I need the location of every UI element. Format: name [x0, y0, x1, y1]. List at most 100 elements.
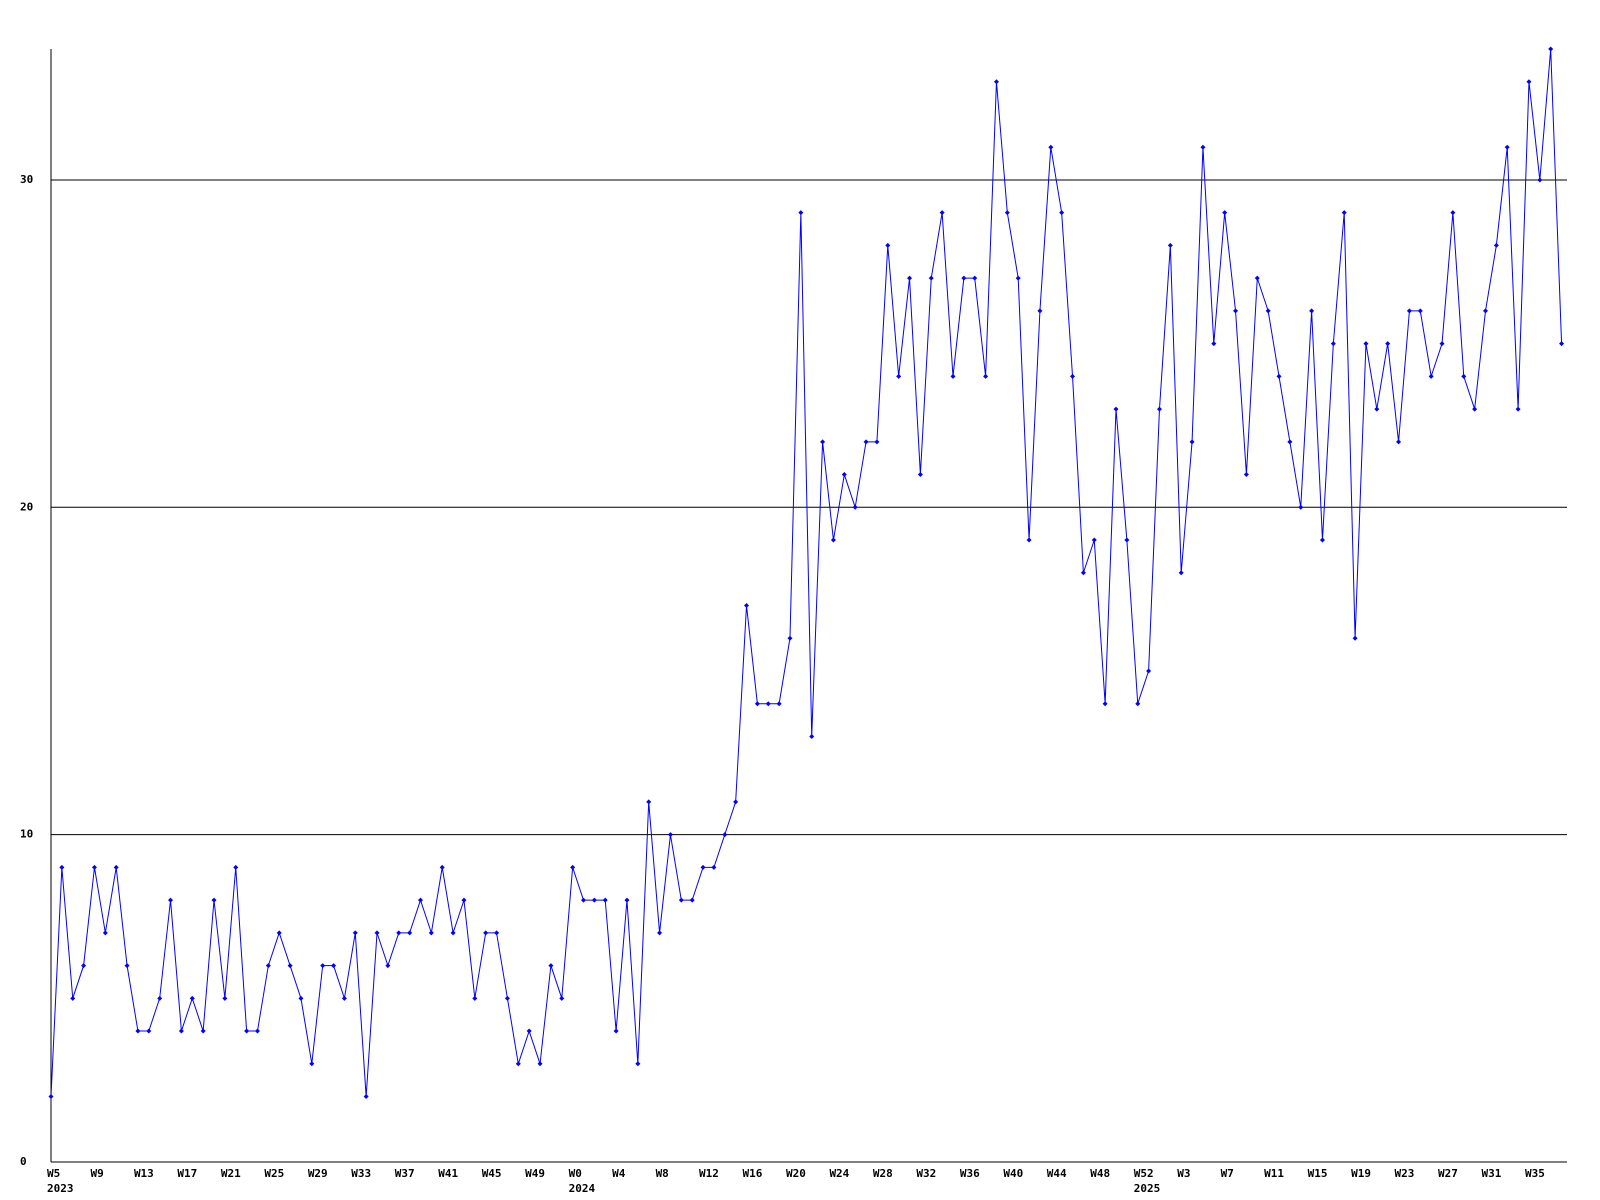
- data-point: [1135, 701, 1141, 707]
- data-point: [341, 995, 347, 1001]
- data-point: [461, 897, 467, 903]
- data-point: [352, 930, 358, 936]
- data-point: [1417, 308, 1423, 314]
- data-point: [624, 897, 630, 903]
- data-point: [124, 963, 130, 969]
- data-point: [722, 832, 728, 838]
- data-point: [428, 930, 434, 936]
- data-point: [417, 897, 423, 903]
- y-tick-label: 30: [20, 173, 33, 186]
- data-point: [70, 995, 76, 1001]
- data-point: [1178, 570, 1184, 576]
- data-point: [993, 79, 999, 85]
- data-point: [1243, 472, 1249, 478]
- data-point: [1450, 210, 1456, 216]
- x-tick-label: W28: [873, 1167, 893, 1180]
- data-point: [885, 242, 891, 248]
- x-tick-label: W23: [1395, 1167, 1415, 1180]
- x-tick-label: W31: [1481, 1167, 1501, 1180]
- data-point: [244, 1028, 250, 1034]
- data-point: [1352, 635, 1358, 641]
- x-year-label: 2023: [47, 1182, 74, 1195]
- data-point: [787, 635, 793, 641]
- data-point: [678, 897, 684, 903]
- data-point: [1330, 341, 1336, 347]
- data-point: [233, 864, 239, 870]
- data-point: [1222, 210, 1228, 216]
- data-point: [113, 864, 119, 870]
- data-point: [396, 930, 402, 936]
- data-point: [570, 864, 576, 870]
- x-tick-label: W11: [1264, 1167, 1284, 1180]
- data-point: [320, 963, 326, 969]
- x-tick-label: W35: [1525, 1167, 1545, 1180]
- x-tick-label: W33: [351, 1167, 371, 1180]
- x-tick-label: W17: [177, 1167, 197, 1180]
- data-point: [635, 1061, 641, 1067]
- data-point: [1059, 210, 1065, 216]
- x-tick-label: W12: [699, 1167, 719, 1180]
- data-point: [1189, 439, 1195, 445]
- data-point: [287, 963, 293, 969]
- data-point: [1515, 406, 1521, 412]
- data-point: [733, 799, 739, 805]
- data-point: [1461, 373, 1467, 379]
- data-point: [407, 930, 413, 936]
- data-point: [526, 1028, 532, 1034]
- data-point: [1211, 341, 1217, 347]
- data-point: [1319, 537, 1325, 543]
- data-point: [1070, 373, 1076, 379]
- data-point: [657, 930, 663, 936]
- data-point: [1102, 701, 1108, 707]
- data-point: [1385, 341, 1391, 347]
- x-tick-label: W40: [1003, 1167, 1023, 1180]
- data-point: [646, 799, 652, 805]
- x-tick-label: W8: [656, 1167, 669, 1180]
- data-point: [222, 995, 228, 1001]
- data-point: [1233, 308, 1239, 314]
- data-point: [363, 1094, 369, 1100]
- data-point: [1124, 537, 1130, 543]
- data-point: [559, 995, 565, 1001]
- x-tick-label: W41: [438, 1167, 458, 1180]
- data-point: [254, 1028, 260, 1034]
- data-point: [1037, 308, 1043, 314]
- data-point: [450, 930, 456, 936]
- x-tick-label: W19: [1351, 1167, 1371, 1180]
- data-point: [1548, 46, 1554, 52]
- x-tick-label: W20: [786, 1167, 806, 1180]
- data-point: [820, 439, 826, 445]
- x-tick-label: W48: [1090, 1167, 1110, 1180]
- data-point: [809, 733, 815, 739]
- data-point: [276, 930, 282, 936]
- x-year-label: 2024: [569, 1182, 596, 1195]
- data-point: [863, 439, 869, 445]
- data-point: [874, 439, 880, 445]
- data-point: [939, 210, 945, 216]
- data-point: [483, 930, 489, 936]
- data-point: [1526, 79, 1532, 85]
- data-point: [168, 897, 174, 903]
- data-point: [1309, 308, 1315, 314]
- data-point: [537, 1061, 543, 1067]
- x-tick-label: W52: [1134, 1167, 1154, 1180]
- data-point: [298, 995, 304, 1001]
- data-point: [1080, 570, 1086, 576]
- x-tick-label: W9: [90, 1167, 103, 1180]
- data-point: [602, 897, 608, 903]
- data-point: [1439, 341, 1445, 347]
- x-tick-label: W0: [569, 1167, 582, 1180]
- data-point: [591, 897, 597, 903]
- y-tick-label: 20: [20, 500, 33, 513]
- x-tick-label: W15: [1308, 1167, 1328, 1180]
- data-point: [1493, 242, 1499, 248]
- data-point: [613, 1028, 619, 1034]
- data-point: [1396, 439, 1402, 445]
- data-point: [157, 995, 163, 1001]
- data-point: [700, 864, 706, 870]
- data-point: [961, 275, 967, 281]
- data-point: [1254, 275, 1260, 281]
- x-year-label: 2025: [1134, 1182, 1161, 1195]
- data-point: [776, 701, 782, 707]
- data-point: [146, 1028, 152, 1034]
